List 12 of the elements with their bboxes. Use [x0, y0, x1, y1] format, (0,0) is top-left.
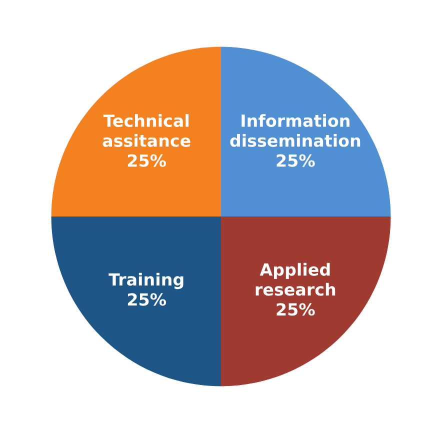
- pie-slice: [221, 216, 391, 386]
- pie-slice: [51, 46, 221, 216]
- data-label: 25%: [128, 154, 166, 167]
- data-label: 25%: [276, 303, 315, 316]
- slice-label: Applied research: [256, 262, 336, 296]
- pie-slice: [51, 216, 221, 386]
- pie-slice: [221, 46, 391, 216]
- data-label: 25%: [128, 293, 166, 306]
- slice-label: Technical assitance: [102, 114, 190, 147]
- slice-label: Training: [108, 272, 184, 290]
- data-label: 25%: [276, 154, 315, 167]
- slice-label: Information dissemination: [230, 114, 360, 147]
